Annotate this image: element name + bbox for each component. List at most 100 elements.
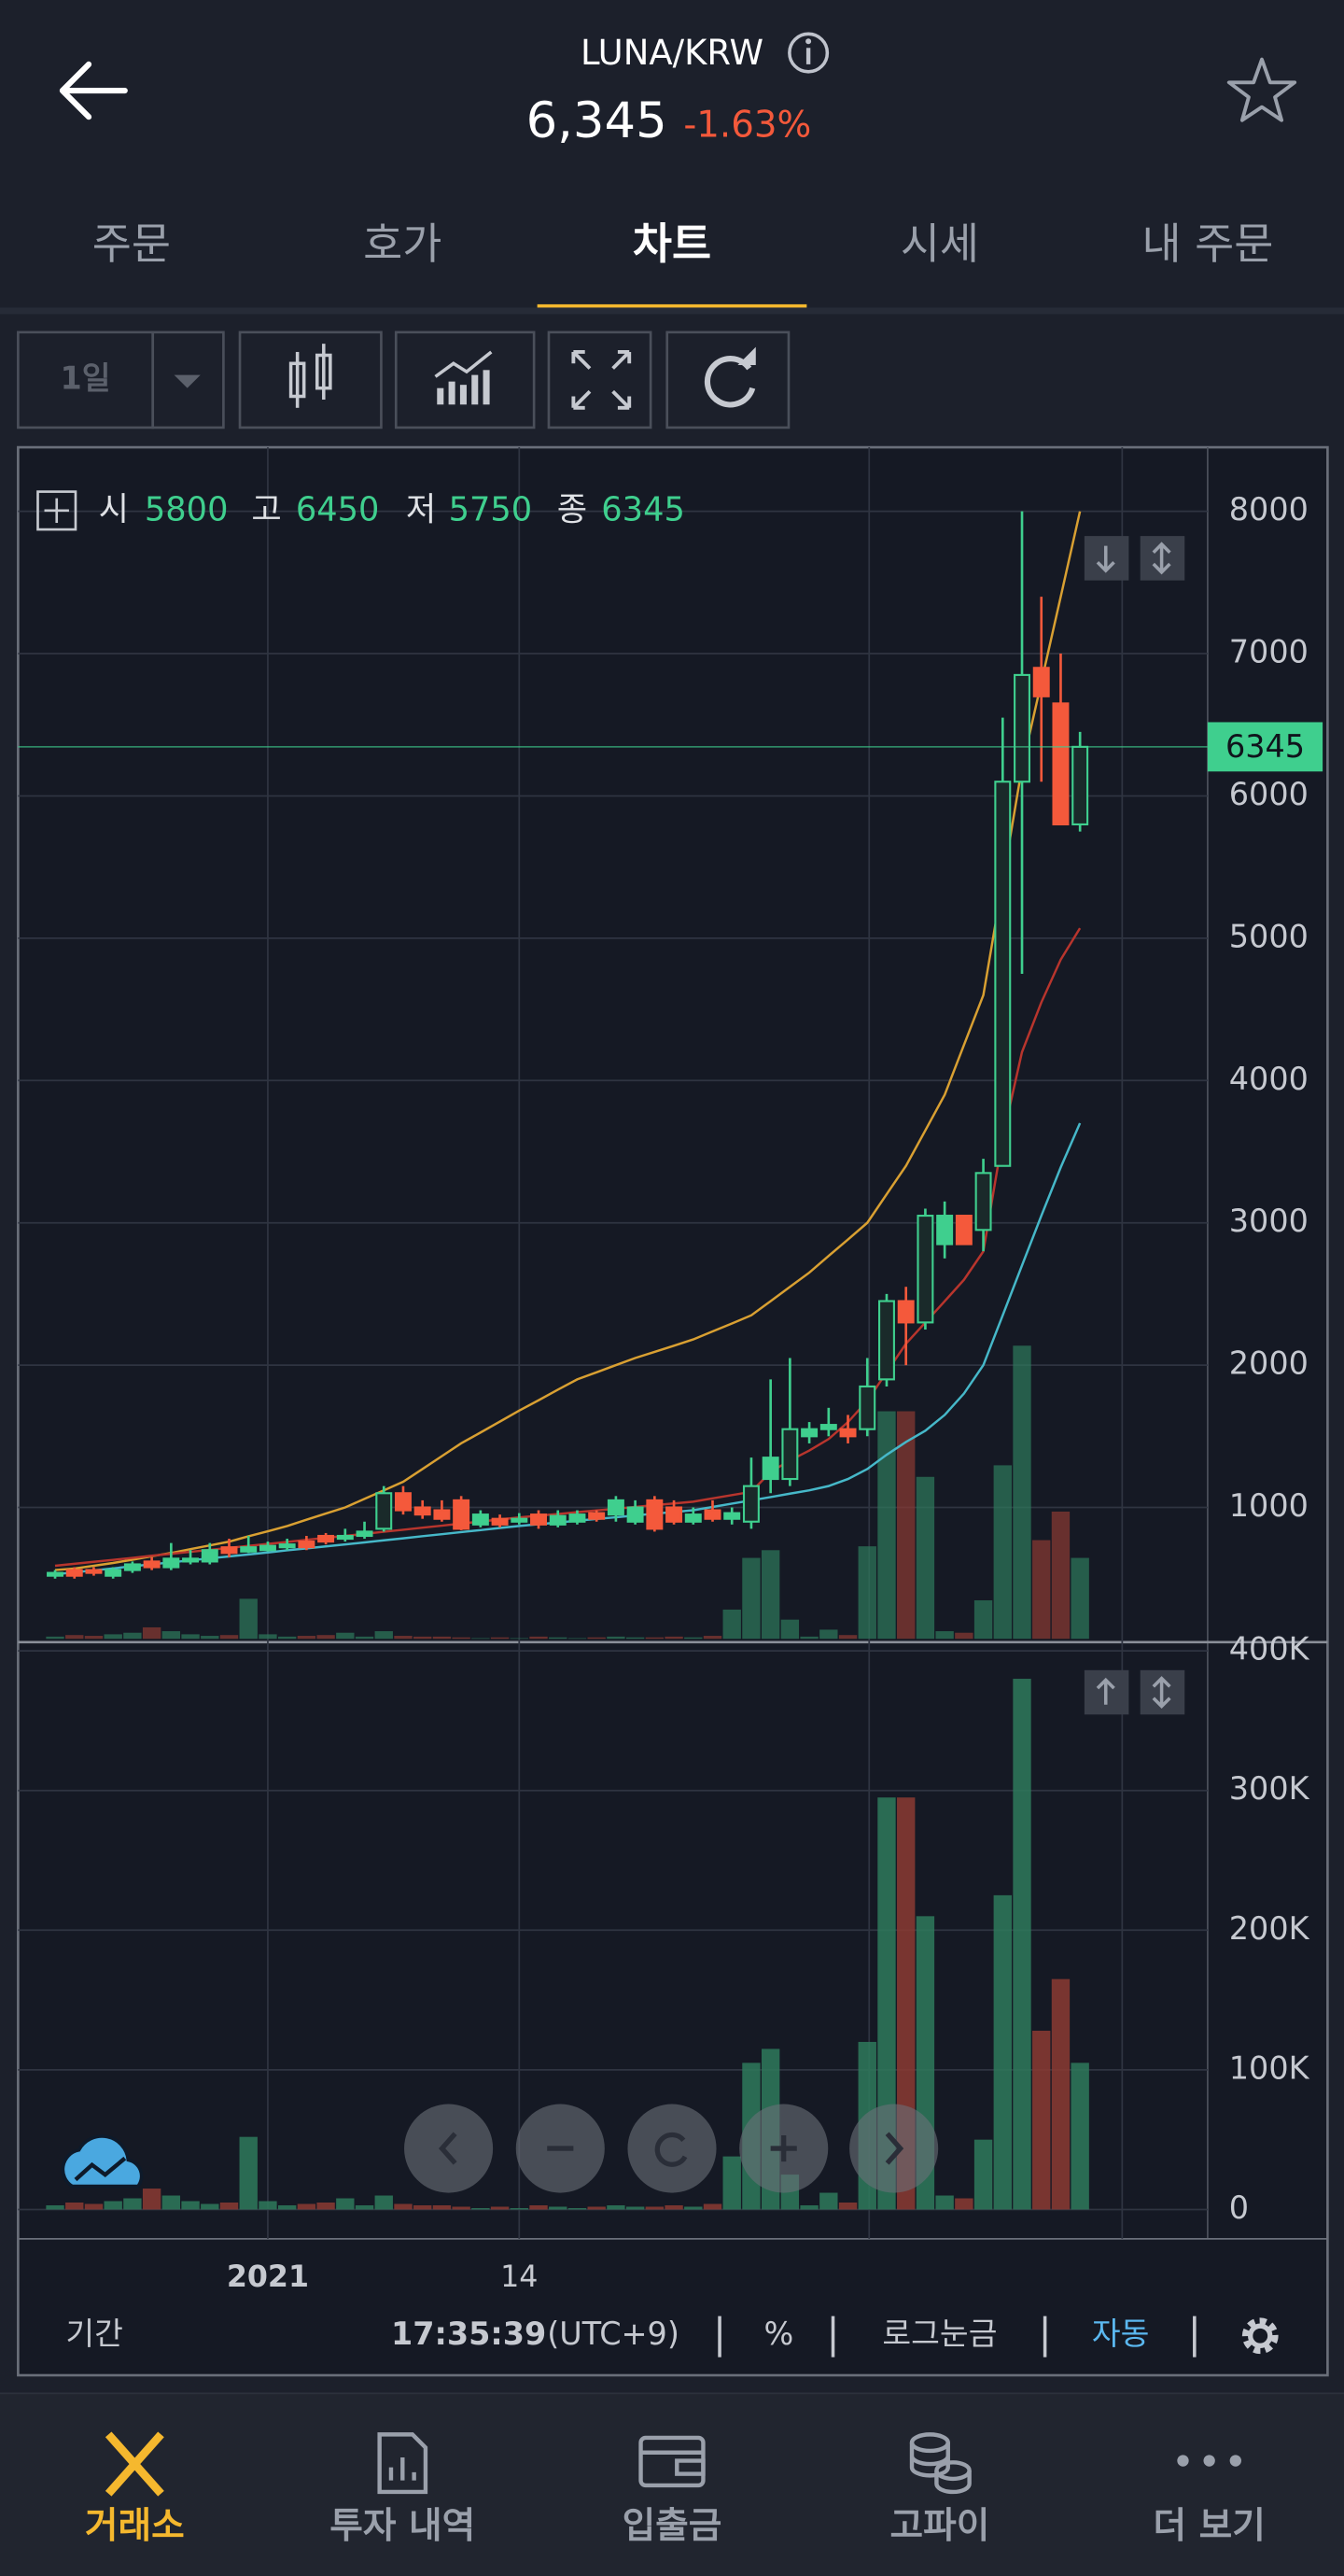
volume-bar	[259, 2201, 277, 2210]
candle-body	[65, 1569, 83, 1577]
candle-body	[588, 1512, 606, 1520]
candle-body	[182, 1557, 200, 1563]
candle-body	[278, 1543, 296, 1549]
volume-bar	[1071, 2062, 1089, 2210]
nav-label[interactable]: 투자 내역	[329, 2505, 475, 2547]
refresh-button[interactable]	[665, 331, 791, 429]
interval-label: 1일	[61, 359, 111, 396]
fullscreen-button[interactable]	[547, 331, 652, 429]
volume-overlay-bar	[742, 1557, 761, 1640]
nav-icon-gopax	[909, 2432, 972, 2495]
nav-icon-wallet	[638, 2435, 706, 2488]
volume-overlay-bar	[471, 1638, 490, 1640]
volume-bar	[316, 2202, 335, 2210]
y-tick-label: 4000	[1229, 1061, 1309, 1097]
candle-body	[801, 1428, 819, 1438]
volume-overlay-bar	[374, 1631, 393, 1640]
volume-overlay-bar	[858, 1546, 876, 1640]
volume-bar	[142, 2189, 161, 2210]
volume-bar	[219, 2202, 239, 2210]
volume-overlay-bar	[877, 1411, 896, 1640]
nav-label[interactable]: 입출금	[623, 2505, 722, 2547]
chart-type-button[interactable]	[238, 331, 383, 429]
volume-overlay-bar	[161, 1631, 181, 1640]
nav-label[interactable]: 고파이	[890, 2505, 990, 2547]
candle-body	[143, 1560, 161, 1569]
candle-body	[742, 1485, 760, 1523]
candle-body	[1052, 702, 1070, 826]
candle-body	[917, 1215, 934, 1324]
legend-value: 6450	[296, 491, 380, 529]
panel-scale-icons	[1096, 542, 1171, 1710]
candle-body	[1071, 745, 1089, 826]
candle-body	[1032, 667, 1050, 697]
candle-body	[723, 1512, 741, 1520]
interval-dropdown[interactable]	[151, 331, 225, 429]
chart-frame	[17, 445, 1329, 2377]
volume-bar	[104, 2201, 122, 2210]
info-icon[interactable]	[788, 32, 830, 74]
x-tick-label: 14	[500, 2260, 538, 2294]
volume-overlay-bar	[993, 1465, 1012, 1640]
zoom-controls[interactable]	[404, 2104, 939, 2193]
percent-toggle[interactable]: %	[764, 2316, 794, 2352]
candle-body	[85, 1569, 103, 1574]
nav-label[interactable]: 거래소	[85, 2505, 185, 2547]
y-tick-label: 6000	[1229, 776, 1309, 812]
volume-overlay-bar	[761, 1550, 780, 1640]
volume-overlay-bar	[239, 1598, 258, 1640]
tab[interactable]: 주문	[92, 219, 171, 269]
volume-overlay-bar	[297, 1636, 316, 1640]
volume-bar	[452, 2206, 470, 2210]
volume-overlay-bar	[684, 1637, 703, 1640]
timezone[interactable]: (UTC+9)	[547, 2316, 679, 2352]
tab[interactable]: 차트	[633, 219, 711, 269]
volume-overlay-bar	[529, 1636, 548, 1640]
candle-body	[974, 1172, 992, 1232]
candle-body	[568, 1513, 586, 1523]
settings-icon[interactable]	[1241, 2317, 1279, 2355]
candle-body	[336, 1534, 354, 1541]
candle-body	[356, 1530, 373, 1538]
tab[interactable]: 호가	[363, 219, 441, 269]
volume-overlay-bar	[780, 1619, 800, 1640]
tab[interactable]: 시세	[901, 219, 979, 269]
volume-bar	[1013, 1679, 1031, 2210]
back-button[interactable]	[59, 61, 128, 120]
favorite-star[interactable]	[1226, 57, 1297, 122]
candle-body	[491, 1517, 509, 1526]
volume-overlay-bar	[510, 1638, 528, 1640]
volume-overlay-bar	[1051, 1511, 1071, 1640]
volume-bar	[123, 2198, 142, 2210]
volume-overlay-bar	[935, 1631, 954, 1640]
volume-overlay-bar	[973, 1600, 993, 1640]
candle-body	[162, 1557, 180, 1569]
current-price-tag	[1207, 722, 1323, 772]
candle-body	[607, 1499, 624, 1516]
auto-toggle[interactable]: 자동	[1092, 2316, 1150, 2352]
volume-overlay-bar	[549, 1637, 567, 1640]
volume-overlay-bar	[490, 1637, 510, 1640]
tab[interactable]: 내 주문	[1141, 219, 1273, 269]
volume-bar	[432, 2204, 452, 2210]
volume-overlay-bar	[181, 1634, 200, 1640]
volume-overlay-bar	[394, 1636, 413, 1640]
indicator-button[interactable]	[394, 331, 536, 429]
volume-overlay-bar	[336, 1632, 355, 1640]
period-label[interactable]: 기간	[65, 2316, 123, 2352]
volume-overlay-bar	[1013, 1345, 1031, 1640]
candle-body	[762, 1457, 779, 1481]
volume-overlay-bar	[201, 1636, 219, 1640]
legend-label: 시	[99, 491, 129, 529]
log-scale-toggle[interactable]: 로그눈금	[882, 2316, 997, 2352]
volume-bar	[374, 2195, 393, 2210]
volume-overlay-bar	[567, 1638, 587, 1640]
legend-value: 5800	[145, 491, 229, 529]
price-change: -1.63%	[683, 104, 811, 146]
volume-bar	[722, 2156, 741, 2210]
nav-label[interactable]: 더 보기	[1153, 2505, 1265, 2547]
volume-bar	[838, 2202, 858, 2210]
candle-body	[105, 1569, 122, 1577]
volume-tick-label: 100K	[1229, 2049, 1310, 2086]
